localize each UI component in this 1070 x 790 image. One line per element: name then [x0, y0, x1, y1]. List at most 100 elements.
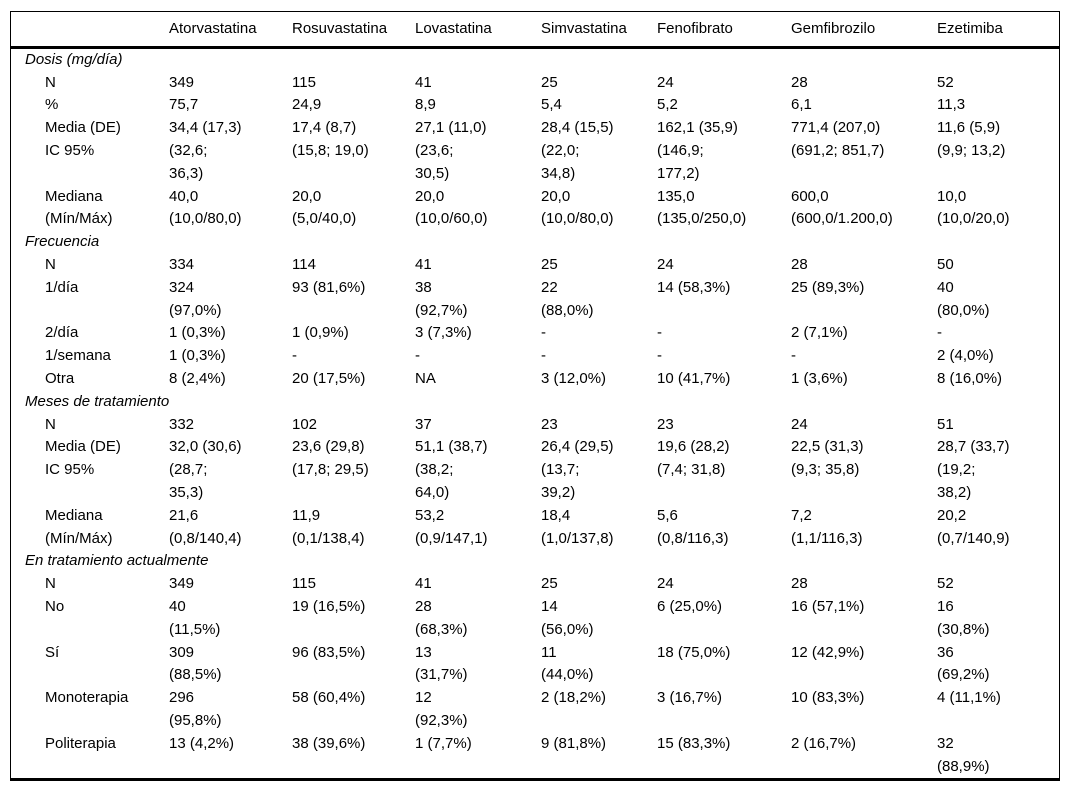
cell-value: 10,0 — [937, 187, 967, 205]
cell-value: 38 (39,6%) — [292, 734, 366, 752]
cell-value: (135,0/250,0) — [657, 210, 747, 228]
cell-value: 96 (83,5%) — [292, 643, 366, 661]
cell-value: (10,0/80,0) — [169, 210, 242, 228]
row-label: N — [45, 415, 56, 433]
cell-value: 3 (12,0%) — [541, 369, 607, 387]
cell-value: 23,6 (29,8) — [292, 438, 365, 456]
cell-value: 28 (68,3%) — [415, 597, 468, 638]
cell-value: 18 (75,0%) — [657, 643, 731, 661]
cell-value: 17,4 (8,7) — [292, 119, 357, 137]
cell-value: 1 (0,3%) — [169, 347, 226, 365]
table-header: Atorvastatina Rosuvastatina Lovastatina Sim… — [11, 12, 1059, 49]
table-row: 1/semana 1 (0,3%) - - - - - 2 (4,0%) — [11, 345, 1059, 368]
cell-value: (22,0; 34,8) — [541, 141, 580, 182]
cell-value: NA — [415, 369, 436, 387]
cell-value: 51 — [937, 415, 954, 433]
cell-value: 1 (7,7%) — [415, 734, 472, 752]
cell-value: 38 (92,7%) — [415, 278, 468, 319]
cell-value: 19,6 (28,2) — [657, 438, 730, 456]
cell-value: (1,0/137,8) — [541, 529, 614, 547]
row-label: Media (DE) — [45, 119, 121, 137]
cell-value: 26,4 (29,5) — [541, 438, 614, 456]
cell-value: 349 — [169, 575, 195, 593]
cell-value: 41 — [415, 73, 432, 91]
cell-value: (23,6; 30,5) — [415, 141, 454, 182]
table-row: Media (DE) 34,4 (17,3) 17,4 (8,7) 27,1 (11,… — [11, 117, 1059, 140]
table-row: No 40 (11,5%) 19 (16,5%) 28 (68,3%) 14 (56,0… — [11, 596, 1059, 642]
cell-value: 40 (80,0%) — [937, 278, 990, 319]
row-label: Politerapia — [45, 734, 116, 752]
column-header: Ezetimiba — [937, 12, 1059, 49]
table-row: Mediana 21,6 11,9 53,2 18,4 5,6 7,2 20,2 — [11, 505, 1059, 528]
cell-value: (17,8; 29,5) — [292, 461, 369, 479]
cell-value: 102 — [292, 415, 318, 433]
column-header: Lovastatina — [415, 12, 541, 49]
row-label: N — [45, 73, 56, 91]
cell-value: 10 (41,7%) — [657, 369, 731, 387]
cell-value: 2 (16,7%) — [791, 734, 857, 752]
cell-value: 28,7 (33,7) — [937, 438, 1010, 456]
table-row: Sí 309 (88,5%) 96 (83,5%) 13 (31,7%) 11 (44,… — [11, 642, 1059, 688]
table-row: IC 95% (32,6; 36,3) (15,8; 19,0) (23,6; 30,… — [11, 140, 1059, 186]
cell-value: (0,9/147,1) — [415, 529, 488, 547]
cell-value: 41 — [415, 255, 432, 273]
table-row: 2/día 1 (0,3%) 1 (0,9%) 3 (7,3%) - - 2 (7,1%) - — [11, 322, 1059, 345]
section-row: Meses de tratamiento — [11, 391, 1059, 414]
cell-value: 20,0 — [292, 187, 322, 205]
table-row: Monoterapia 296 (95,8%) 58 (60,4%) 12 (92,3… — [11, 687, 1059, 733]
table-row: N 349 115 41 25 24 28 52 — [11, 573, 1059, 596]
cell-value: 37 — [415, 415, 432, 433]
cell-value: 13 (31,7%) — [415, 643, 468, 684]
table-row: N 349 115 41 25 24 28 52 — [11, 72, 1059, 95]
row-label: IC 95% — [45, 141, 95, 159]
row-label: 1/semana — [45, 347, 111, 365]
row-label: Monoterapia — [45, 689, 129, 707]
table-row: IC 95% (28,7; 35,3) (17,8; 29,5) (38,2; 64,… — [11, 459, 1059, 505]
section-title: Frecuencia — [25, 233, 100, 251]
table-row: N 332 102 37 23 23 24 51 — [11, 414, 1059, 437]
cell-value: 12 (42,9%) — [791, 643, 865, 661]
cell-value: 51,1 (38,7) — [415, 438, 488, 456]
cell-value: 20,0 — [415, 187, 445, 205]
column-header: Gemfibrozilo — [791, 12, 937, 49]
table-row: Media (DE) 32,0 (30,6) 23,6 (29,8) 51,1 (38… — [11, 436, 1059, 459]
cell-value: (28,7; 35,3) — [169, 461, 208, 501]
cell-value: 6 (25,0%) — [657, 597, 723, 615]
cell-value: 334 — [169, 255, 195, 273]
cell-value: 34,4 (17,3) — [169, 119, 242, 137]
cell-value: 58 (60,4%) — [292, 689, 366, 707]
cell-value: 16 (30,8%) — [937, 597, 990, 638]
cell-value: 24,9 — [292, 96, 322, 114]
cell-value: 309 (88,5%) — [169, 643, 222, 684]
cell-value: (0,8/140,4) — [169, 529, 242, 547]
cell-value: - — [541, 324, 546, 342]
cell-value: 23 — [541, 415, 558, 433]
table-row: Mediana 40,0 20,0 20,0 20,0 135,0 600,0 10,0 — [11, 186, 1059, 209]
cell-value: - — [292, 347, 297, 365]
row-label: Otra — [45, 369, 75, 387]
cell-value: 11,9 — [292, 506, 321, 524]
cell-value: 36 (69,2%) — [937, 643, 990, 684]
table-body: Dosis (mg/día) N 349 115 41 25 24 28 52% 75,7 24,9… — [11, 47, 1059, 778]
row-label: No — [45, 597, 65, 615]
section-title: En tratamiento actualmente — [25, 552, 209, 570]
cell-value: (600,0/1.200,0) — [791, 210, 893, 228]
cell-value: 25 — [541, 73, 558, 91]
row-label-column-header — [11, 12, 169, 49]
column-header: Atorvastatina — [169, 12, 292, 49]
section-title: Meses de tratamiento — [25, 392, 170, 410]
cell-value: (0,7/140,9) — [937, 529, 1010, 547]
cell-value: 332 — [169, 415, 195, 433]
cell-value: 28 — [791, 73, 808, 91]
row-label: (Mín/Máx) — [45, 529, 113, 547]
row-label: N — [45, 255, 56, 273]
cell-value: 24 — [791, 415, 808, 433]
row-label: Mediana — [45, 506, 103, 524]
cell-value: 1 (0,3%) — [169, 324, 226, 342]
cell-value: (19,2; 38,2) — [937, 461, 976, 501]
cell-value: 9 (81,8%) — [541, 734, 607, 752]
column-header: Rosuvastatina — [292, 12, 415, 49]
cell-value: 28 — [791, 575, 808, 593]
cell-value: 349 — [169, 73, 195, 91]
cell-value: 20 (17,5%) — [292, 369, 366, 387]
